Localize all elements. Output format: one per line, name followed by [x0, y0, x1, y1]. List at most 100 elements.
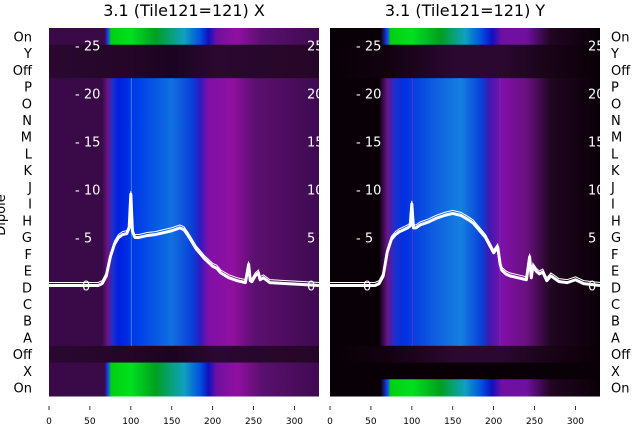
heatmap-row-f: [49, 245, 319, 263]
heatmap-row-c: [330, 295, 600, 313]
row-label: Off: [13, 348, 33, 363]
x-tick-label: 250: [245, 417, 262, 427]
heatmap-row-m: [49, 128, 319, 146]
row-label: J: [27, 181, 32, 196]
x-tick-label: 50: [365, 417, 377, 427]
heatmap-row-l: [49, 145, 319, 163]
heatmap-row-off: [330, 61, 600, 79]
heatmap-row-o: [330, 94, 600, 113]
heatmap-row-o: [49, 94, 319, 113]
overlay-tick-label: - 10: [75, 183, 100, 198]
heatmap-row-a: [330, 329, 600, 347]
row-label-right: Off: [611, 64, 631, 79]
row-label-right: E: [611, 265, 619, 280]
row-label-right: C: [611, 298, 620, 313]
heatmap-row-d: [49, 278, 319, 297]
overlay-tick-label-right: 25: [307, 39, 324, 54]
heatmap-row-n: [49, 111, 319, 129]
overlay-line-upper: [49, 191, 320, 284]
heatmap-row-h: [330, 212, 600, 230]
row-label: X: [23, 365, 32, 380]
heatmap-row-y: [49, 44, 319, 62]
row-label-right: G: [611, 231, 621, 246]
row-label-right: Y: [610, 47, 619, 62]
row-label: L: [25, 147, 33, 162]
row-label: F: [25, 248, 32, 263]
x-tick-label: 150: [444, 417, 461, 427]
row-label: Y: [23, 47, 32, 62]
overlay-tick-label-right: 10: [307, 183, 324, 198]
row-label: B: [23, 315, 32, 330]
overlay-tick-label: - 20: [356, 87, 381, 102]
heatmap-row-d: [330, 278, 600, 297]
overlay-tick-label-right: 20: [588, 87, 605, 102]
row-label: G: [22, 231, 32, 246]
heatmap-row-f: [330, 245, 600, 263]
x-tick-label: 150: [163, 417, 180, 427]
panel-title: 3.1 (Tile121=121) Y: [385, 1, 546, 20]
row-label-right: L: [611, 147, 619, 162]
row-label-right: N: [611, 114, 621, 129]
panel-x: 0 0 - 5 5 - 10 10 - 15 15 - 20 20 - 25 250 50 100 150 2…: [46, 28, 324, 427]
x-tick-label: 300: [567, 417, 584, 427]
row-label-right: H: [611, 214, 621, 229]
overlay-tick-label: - 20: [75, 87, 100, 102]
heatmap-row-x: [330, 362, 600, 380]
heatmap-row-c: [49, 295, 319, 313]
heatmap-row-off: [49, 61, 319, 79]
heatmap-row-m: [330, 128, 600, 146]
x-tick-label: 200: [204, 417, 221, 427]
x-tick-label: 0: [327, 417, 333, 427]
panel-title: 3.1 (Tile121=121) X: [103, 1, 265, 20]
x-tick-label: 0: [46, 417, 52, 427]
x-tick-label: 100: [122, 417, 139, 427]
overlay-tick-label-right: 5: [588, 231, 596, 246]
heatmap-row-a: [49, 329, 319, 347]
x-tick-label: 200: [485, 417, 502, 427]
row-label: On: [14, 382, 32, 397]
heatmap-row-on: [330, 379, 600, 397]
heatmap-row-e: [49, 262, 319, 280]
row-label: E: [24, 265, 32, 280]
row-label-right: K: [611, 164, 620, 179]
heatmap-row-on: [330, 28, 600, 46]
overlay-line-upper: [330, 200, 601, 284]
heatmap-row-j: [49, 178, 319, 196]
row-label-right: J: [610, 181, 615, 196]
row-label: C: [23, 298, 32, 313]
heatmap-streak: [499, 78, 501, 346]
row-label: O: [22, 97, 32, 112]
x-tick-label: 50: [84, 417, 96, 427]
row-label-right: On: [611, 30, 629, 45]
overlay-tick-label: - 25: [356, 39, 381, 54]
row-label-right: M: [611, 131, 622, 146]
row-label: N: [22, 114, 32, 129]
row-label-right: I: [611, 198, 615, 213]
row-label-right: D: [611, 281, 621, 296]
row-label: K: [23, 164, 32, 179]
overlay-tick-label: - 25: [75, 39, 100, 54]
row-label: I: [28, 198, 32, 213]
row-label: D: [22, 281, 32, 296]
heatmap-row-x: [49, 362, 319, 380]
overlay-tick-label-right: 25: [588, 39, 605, 54]
overlay-tick-label-right: 0: [588, 280, 596, 295]
overlay-line: [49, 192, 320, 288]
panel-y: 0 0 - 5 5 - 10 10 - 15 15 - 20 20 - 25 250 50 100 150 2…: [327, 28, 605, 427]
overlay-tick-label-right: 0: [307, 280, 315, 295]
overlay-tick-label-right: 10: [588, 183, 605, 198]
heatmap-row-p: [49, 78, 319, 96]
heatmap-row-l: [330, 145, 600, 163]
heatmap-row-h: [49, 212, 319, 230]
x-tick-label: 100: [403, 417, 420, 427]
row-label-right: P: [611, 81, 619, 96]
overlay-tick-label-right: 15: [307, 135, 324, 150]
heatmap-row-b: [330, 312, 600, 330]
row-label-right: Off: [611, 348, 631, 363]
heatmap-row-off: [49, 345, 319, 364]
row-label-right: O: [611, 97, 621, 112]
row-label: On: [14, 30, 32, 45]
row-label-right: B: [611, 315, 620, 330]
overlay-tick-label: - 10: [356, 183, 381, 198]
